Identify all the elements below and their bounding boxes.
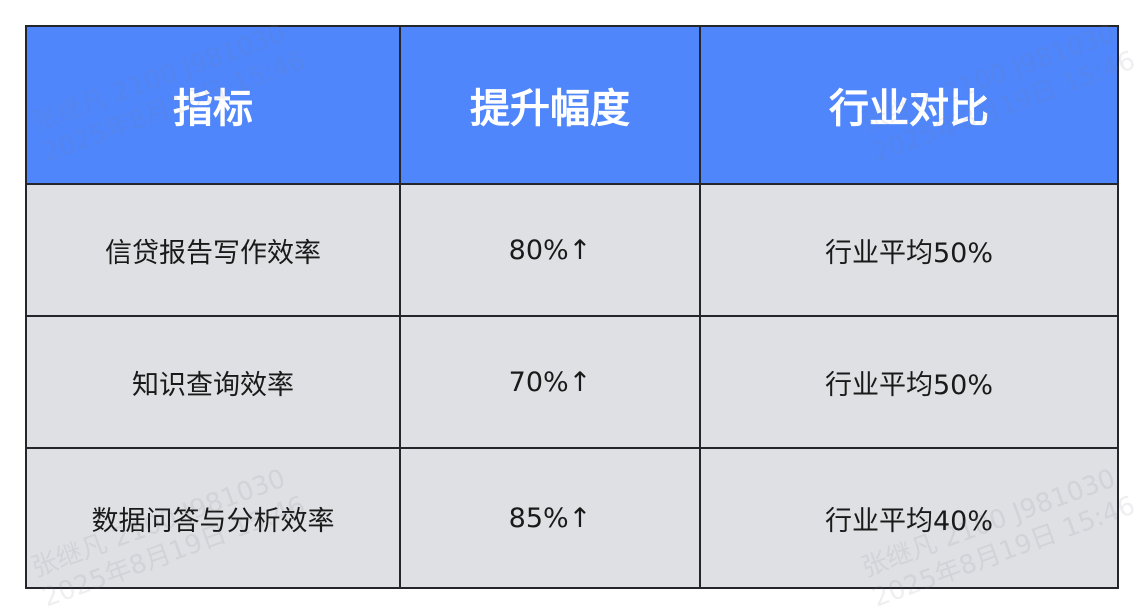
comparison-cell: 行业平均50%	[699, 315, 1119, 449]
metric-cell: 信贷报告写作效率	[25, 183, 401, 317]
header-metric: 指标	[25, 25, 401, 185]
comparison-cell: 行业平均50%	[699, 183, 1119, 317]
table-row: 信贷报告写作效率 80%↑ 行业平均50%	[25, 183, 1119, 317]
table-row: 数据问答与分析效率 85%↑ 行业平均40%	[25, 447, 1119, 589]
header-improvement: 提升幅度	[399, 25, 701, 185]
metric-cell: 知识查询效率	[25, 315, 401, 449]
improvement-cell: 70%↑	[399, 315, 701, 449]
improvement-cell: 80%↑	[399, 183, 701, 317]
improvement-cell: 85%↑	[399, 447, 701, 589]
metric-cell: 数据问答与分析效率	[25, 447, 401, 589]
table-row: 知识查询效率 70%↑ 行业平均50%	[25, 315, 1119, 449]
metrics-table: 指标 提升幅度 行业对比 信贷报告写作效率 80%↑ 行业平均50% 知识查询效…	[25, 25, 1119, 589]
header-row: 指标 提升幅度 行业对比	[25, 25, 1119, 185]
header-industry-comparison: 行业对比	[699, 25, 1119, 185]
comparison-cell: 行业平均40%	[699, 447, 1119, 589]
